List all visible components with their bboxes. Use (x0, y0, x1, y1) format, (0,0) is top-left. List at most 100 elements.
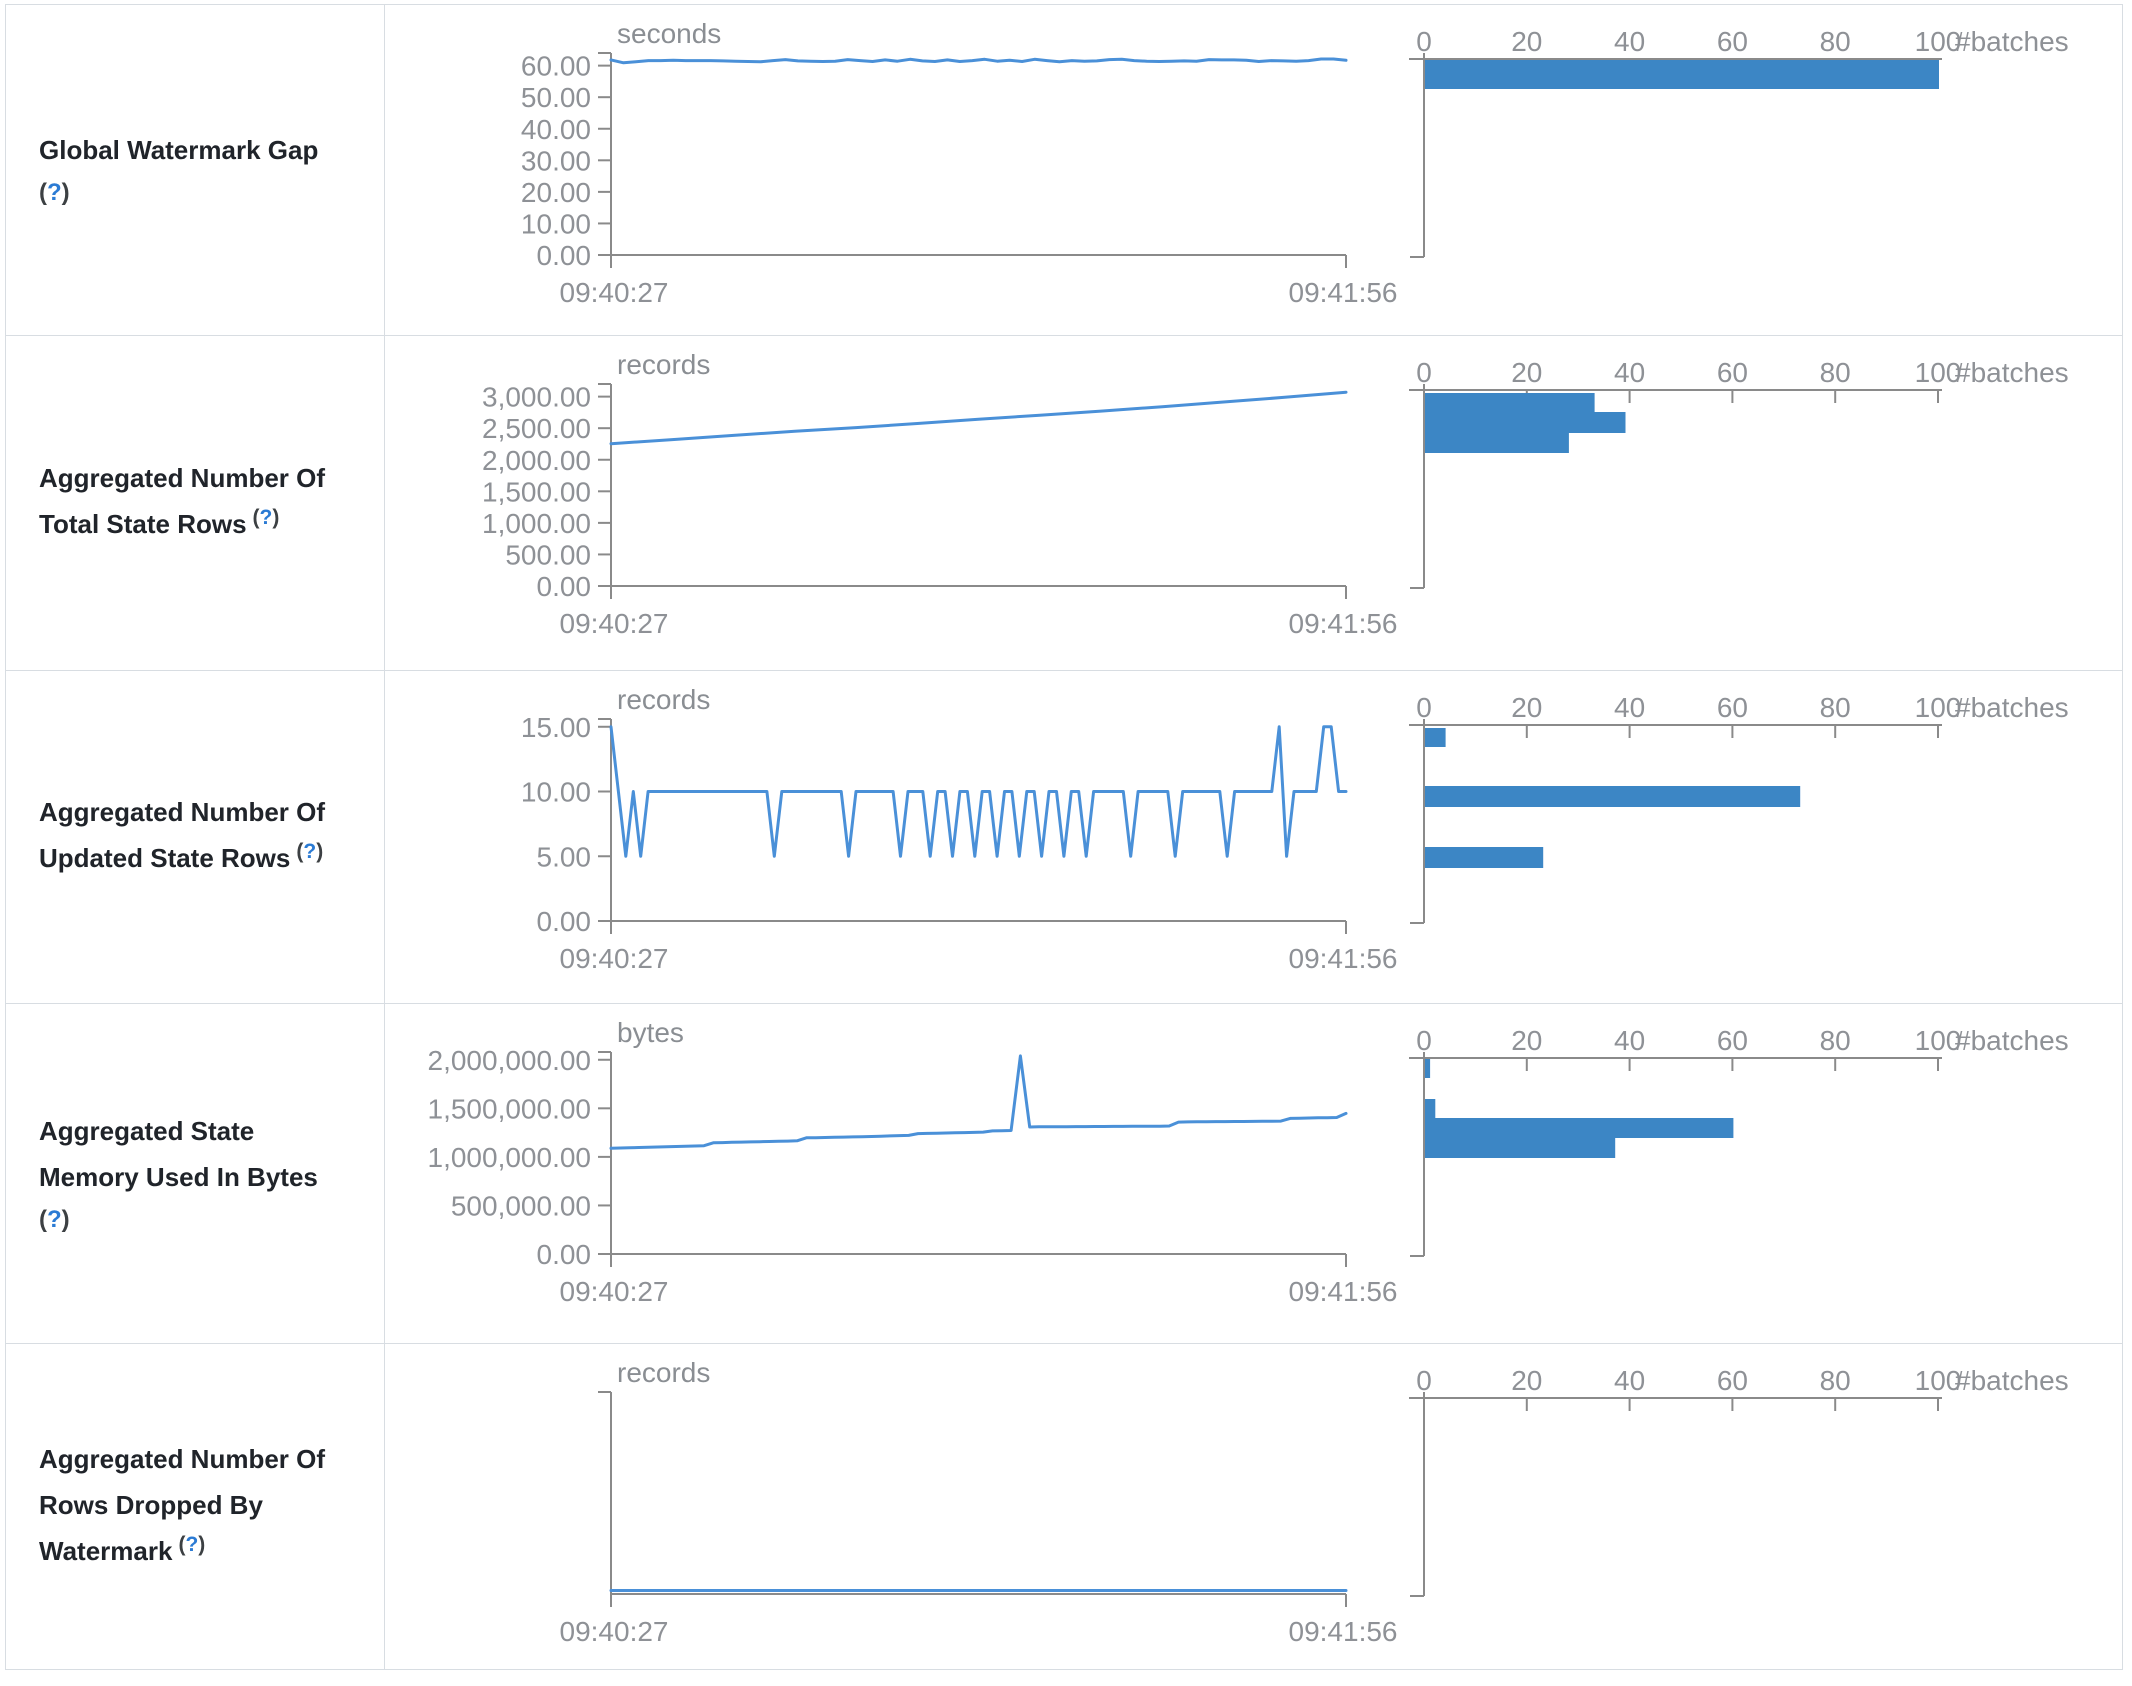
timeline-y-tick-label: 2,000,000.00 (428, 1045, 592, 1076)
histogram-chart: 0 20 40 60 80 100#batches (1409, 357, 2069, 589)
charts-aggregated-state-memory-used: bytes 0.00 500,000.00 1,000,000.00 1,500,000… (428, 1017, 2069, 1307)
timeline-x-start-label: 09:40:27 (560, 1276, 669, 1307)
metric-label-aggregated-state-memory-used: Aggregated State Memory Used In Bytes (?) (6, 1004, 385, 1344)
histogram-x-tick-label: 60 (1717, 1025, 1748, 1056)
histogram-x-tick-label: 80 (1820, 26, 1851, 57)
histogram-x-tick-label: 40 (1614, 1365, 1645, 1396)
histogram-x-tick-label: 60 (1717, 692, 1748, 723)
histogram-unit-label: #batches (1955, 357, 2069, 388)
histogram-x-tick-label: 0 (1416, 26, 1432, 57)
metrics-table: Global Watermark Gap (?) seconds 0.00 10.00 2… (5, 4, 2123, 1670)
timeline-y-tick-label: 10.00 (521, 208, 591, 239)
metric-row-aggregated-rows-dropped-by-watermark: Aggregated Number Of Rows Dropped By Water… (6, 1344, 2122, 1669)
help-icon[interactable]: (?) (296, 840, 324, 864)
chart-cell-aggregated-rows-dropped-by-watermark: records 09:40:27 09:41:56 0 20 40 60 80 100 #batc… (385, 1344, 2122, 1669)
chart-cell-aggregated-updated-state-rows: records 0.00 5.00 10.00 15.00 09:40:27 09:41:5… (385, 671, 2122, 1004)
timeline-x-start-label: 09:40:27 (560, 608, 669, 639)
metric-title-line: Aggregated Number Of (39, 797, 326, 828)
histogram-x-tick-label: 100 (1915, 692, 1962, 723)
timeline-y-tick-label: 0.00 (537, 906, 592, 937)
histogram-x-tick-label: 0 (1416, 357, 1432, 388)
timeline-chart: records 0.00 5.00 10.00 15.00 09:40:27 09:41:5… (521, 684, 1398, 974)
timeline-unit-label: records (617, 349, 710, 380)
timeline-x-start-label: 09:40:27 (560, 1616, 669, 1647)
chart-cell-global-watermark-gap: seconds 0.00 10.00 20.00 30.00 40.00 50.00 60.0… (385, 5, 2122, 335)
histogram-bar (1425, 411, 1626, 433)
metric-label-global-watermark-gap: Global Watermark Gap (?) (6, 5, 385, 335)
help-icon[interactable]: (?) (178, 1533, 206, 1557)
timeline-x-start-label: 09:40:27 (560, 943, 669, 974)
timeline-y-tick-label: 0.00 (537, 1239, 592, 1270)
metric-row-aggregated-updated-state-rows: Aggregated Number Of Updated State Rows (?… (6, 670, 2122, 1005)
histogram-unit-label: #batches (1955, 1025, 2069, 1056)
timeline-chart: bytes 0.00 500,000.00 1,000,000.00 1,500,000… (428, 1017, 1398, 1307)
histogram-x-tick-label: 60 (1717, 357, 1748, 388)
timeline-series-line (609, 1054, 1348, 1151)
histogram-chart: 0 20 40 60 80 100#batches (1409, 692, 2069, 924)
histogram-bar (1425, 1138, 1616, 1159)
histogram-bar (1425, 785, 1801, 807)
timeline-chart: records 09:40:27 09:41:56 (560, 1357, 1398, 1647)
histogram-x-tick-label: 20 (1511, 1025, 1542, 1056)
histogram-x-tick-label: 80 (1820, 1365, 1851, 1396)
timeline-y-tick-label: 500,000.00 (451, 1191, 591, 1222)
timeline-y-tick-label: 2,000.00 (482, 445, 591, 476)
metric-title-line: Aggregated Number Of (39, 463, 326, 494)
charts-aggregated-total-state-rows: records 0.00500.001,000.001,500.002,000.0… (482, 349, 2069, 639)
histogram-x-tick-label: 60 (1717, 1365, 1748, 1396)
metric-label-aggregated-total-state-rows: Aggregated Number Of Total State Rows (?) (6, 335, 385, 670)
histogram-bar (1425, 727, 1446, 747)
timeline-series-line (609, 390, 1348, 445)
timeline-unit-label: records (617, 1357, 710, 1388)
help-icon[interactable]: (?) (39, 178, 70, 206)
histogram-bar (1425, 1059, 1431, 1079)
timeline-unit-label: records (617, 684, 710, 715)
help-icon[interactable]: (?) (252, 506, 280, 530)
timeline-x-end-label: 09:41:56 (1289, 608, 1398, 639)
timeline-series-line (609, 724, 1348, 858)
histogram-x-tick-label: 40 (1614, 26, 1645, 57)
timeline-y-tick-label: 1,000.00 (482, 508, 591, 539)
metric-title-line: Aggregated State (39, 1115, 255, 1146)
timeline-series-line (609, 57, 1348, 65)
timeline-x-end-label: 09:41:56 (1289, 943, 1398, 974)
help-icon[interactable]: (?) (39, 1205, 70, 1233)
timeline-y-tick-label: 1,000,000.00 (428, 1142, 592, 1173)
histogram-chart: 0 20 40 60 80 100#batches (1409, 26, 2069, 258)
histogram-unit-label: #batches (1955, 692, 2069, 723)
timeline-chart: seconds 0.0010.0020.0030.0040.0050.0060.0… (521, 18, 1398, 308)
timeline-y-tick-label: 500.00 (505, 539, 591, 570)
metric-row-aggregated-state-memory-used: Aggregated State Memory Used In Bytes (?) b… (6, 1004, 2122, 1345)
timeline-unit-label: seconds (617, 18, 721, 49)
histogram-unit-label: #batches (1955, 1365, 2069, 1396)
histogram-bar (1425, 60, 1939, 89)
histogram-x-tick-label: 20 (1511, 1365, 1542, 1396)
timeline-y-tick-label: 0.00 (537, 240, 592, 271)
timeline-y-tick-label: 20.00 (521, 177, 591, 208)
timeline-unit-label: bytes (617, 1017, 684, 1048)
metric-title-line: Memory Used In Bytes (39, 1161, 318, 1192)
histogram-bar (1425, 1099, 1436, 1119)
histogram-chart: 0 20 40 60 80 100#batches (1409, 1365, 2069, 1598)
chart-cell-aggregated-total-state-rows: records 0.00 500.00 1,000.00 1,500.00 2,000.0… (385, 336, 2122, 670)
histogram-x-tick-label: 40 (1614, 692, 1645, 723)
charts-aggregated-rows-dropped-by-watermark: records 09:40:27 09:41:56 0 20 40 60 80 100#batc… (560, 1357, 2069, 1647)
histogram-x-tick-label: 100 (1915, 1025, 1962, 1056)
histogram-bar (1425, 1118, 1734, 1139)
timeline-y-tick-label: 30.00 (521, 145, 591, 176)
histogram-x-tick-label: 100 (1915, 357, 1962, 388)
histogram-x-tick-label: 20 (1511, 692, 1542, 723)
timeline-chart: records 0.00500.001,000.001,500.002,000.0… (482, 349, 1398, 639)
histogram-x-tick-label: 60 (1717, 26, 1748, 57)
histogram-bar (1425, 846, 1544, 868)
metric-title-line: Watermark (?) (39, 1533, 206, 1567)
timeline-y-tick-label: 1,500,000.00 (428, 1094, 592, 1125)
histogram-x-tick-label: 100 (1915, 26, 1962, 57)
metric-title-line: Updated State Rows (?) (39, 840, 324, 874)
metric-label-aggregated-rows-dropped-by-watermark: Aggregated Number Of Rows Dropped By Water… (6, 1344, 385, 1669)
metric-title-line: Total State Rows (?) (39, 506, 280, 540)
metric-title-line: Global Watermark Gap (39, 134, 319, 165)
timeline-x-end-label: 09:41:56 (1289, 277, 1398, 308)
histogram-bar (1425, 432, 1569, 453)
